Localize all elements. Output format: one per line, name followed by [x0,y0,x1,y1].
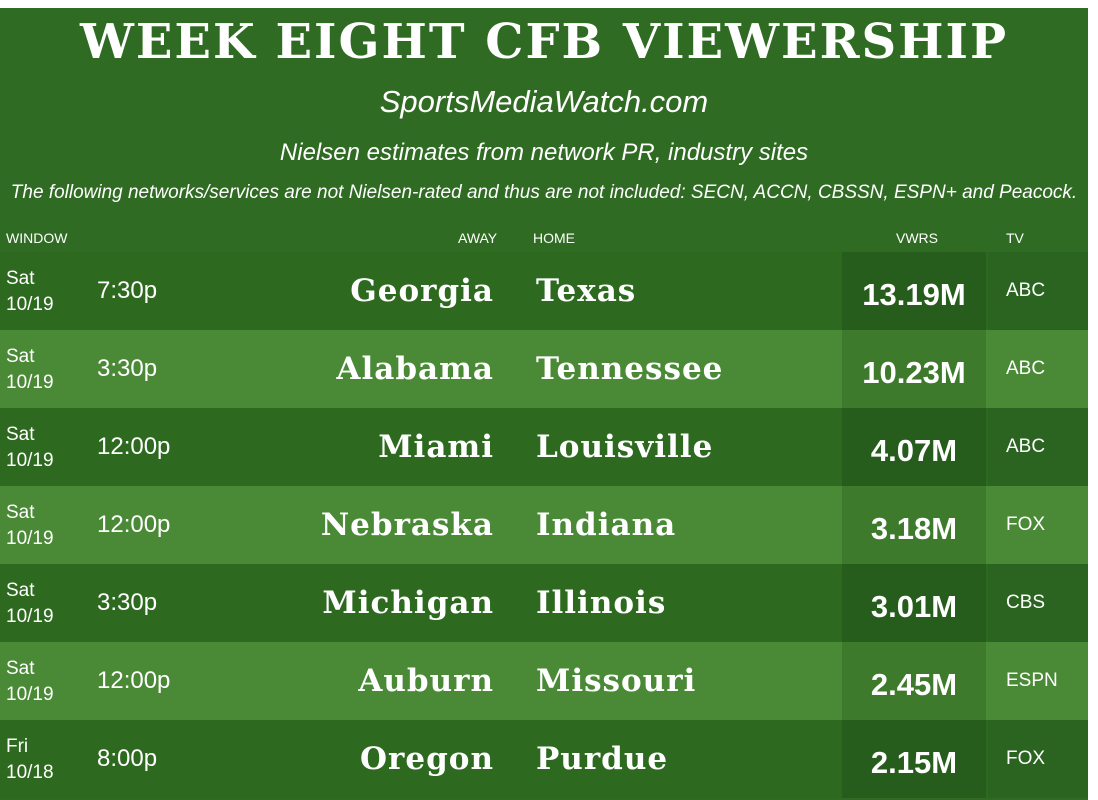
away-team: Alabama [336,351,494,387]
home-team: Texas [536,273,637,309]
source-note: Nielsen estimates from network PR, indus… [279,139,809,166]
table-row: Fri 10/18 8:00p Oregon Purdue 2.15M FOX [0,720,1088,798]
kickoff-time: 7:30p [97,277,158,304]
game-date: Sat 10/19 [6,346,54,393]
home-team: Indiana [536,507,677,543]
tv-network: FOX [1006,514,1046,535]
tv-network: ESPN [1006,670,1058,691]
table-row: Sat 10/19 12:00p Auburn Missouri 2.45M ES… [0,642,1088,720]
game-date: Sat 10/19 [6,502,54,549]
column-header-vwrs: VWRS [896,230,938,246]
table-row: Sat 10/19 12:00p Miami Louisville 4.07M A… [0,408,1088,486]
viewers-value: 13.19M [862,277,966,312]
viewers-value: 10.23M [862,355,966,390]
table-header: WINDOW AWAY HOME VWRS TV [0,222,1088,252]
exclusions-note: The following networks/services are not … [10,182,1078,203]
table-row: Sat 10/19 3:30p Alabama Tennessee 10.23M … [0,330,1088,408]
column-header-window: WINDOW [6,230,68,246]
game-date: Fri 10/18 [6,736,54,783]
kickoff-time: 12:00p [97,433,171,460]
away-team: Nebraska [320,507,494,543]
tv-network: ABC [1006,280,1046,301]
viewers-value: 3.18M [870,511,958,546]
tv-network: FOX [1006,748,1046,769]
table-row: Sat 10/19 3:30p Michigan Illinois 3.01M C… [0,564,1088,642]
away-team: Oregon [360,741,494,777]
source-site: SportsMediaWatch.com [379,84,709,119]
home-team: Purdue [536,741,669,777]
away-team: Auburn [358,663,494,699]
home-team: Illinois [536,585,667,621]
viewers-value: 3.01M [870,589,958,624]
kickoff-time: 8:00p [97,745,158,772]
home-team: Missouri [536,663,697,699]
column-header-home: HOME [533,230,575,246]
game-date: Sat 10/19 [6,580,54,627]
table-row: Sat 10/19 7:30p Georgia Texas 13.19M ABC [0,252,1088,330]
game-date: Sat 10/19 [6,424,54,471]
home-team: Louisville [536,429,714,465]
viewers-value: 2.45M [870,667,958,702]
tv-network: ABC [1006,358,1046,379]
table-row: Sat 10/19 12:00p Nebraska Indiana 3.18M F… [0,486,1088,564]
home-team: Tennessee [536,351,724,387]
kickoff-time: 3:30p [97,589,158,616]
column-header-tv: TV [1006,230,1024,246]
viewers-value: 2.15M [870,745,958,780]
kickoff-time: 12:00p [97,511,171,538]
viewership-panel: WEEK EIGHT CFB VIEWERSHIP SportsMediaWat… [0,8,1088,800]
away-team: Miami [378,429,494,465]
page-title: WEEK EIGHT CFB VIEWERSHIP [79,14,1009,70]
viewership-table: Sat 10/19 7:30p Georgia Texas 13.19M ABC … [0,252,1088,798]
away-team: Michigan [322,585,494,621]
away-team: Georgia [350,273,494,309]
kickoff-time: 12:00p [97,667,171,694]
column-header-away: AWAY [458,230,498,246]
tv-network: ABC [1006,436,1046,457]
viewers-value: 4.07M [870,433,958,468]
game-date: Sat 10/19 [6,268,54,315]
kickoff-time: 3:30p [97,355,158,382]
tv-network: CBS [1006,592,1046,613]
game-date: Sat 10/19 [6,658,54,705]
